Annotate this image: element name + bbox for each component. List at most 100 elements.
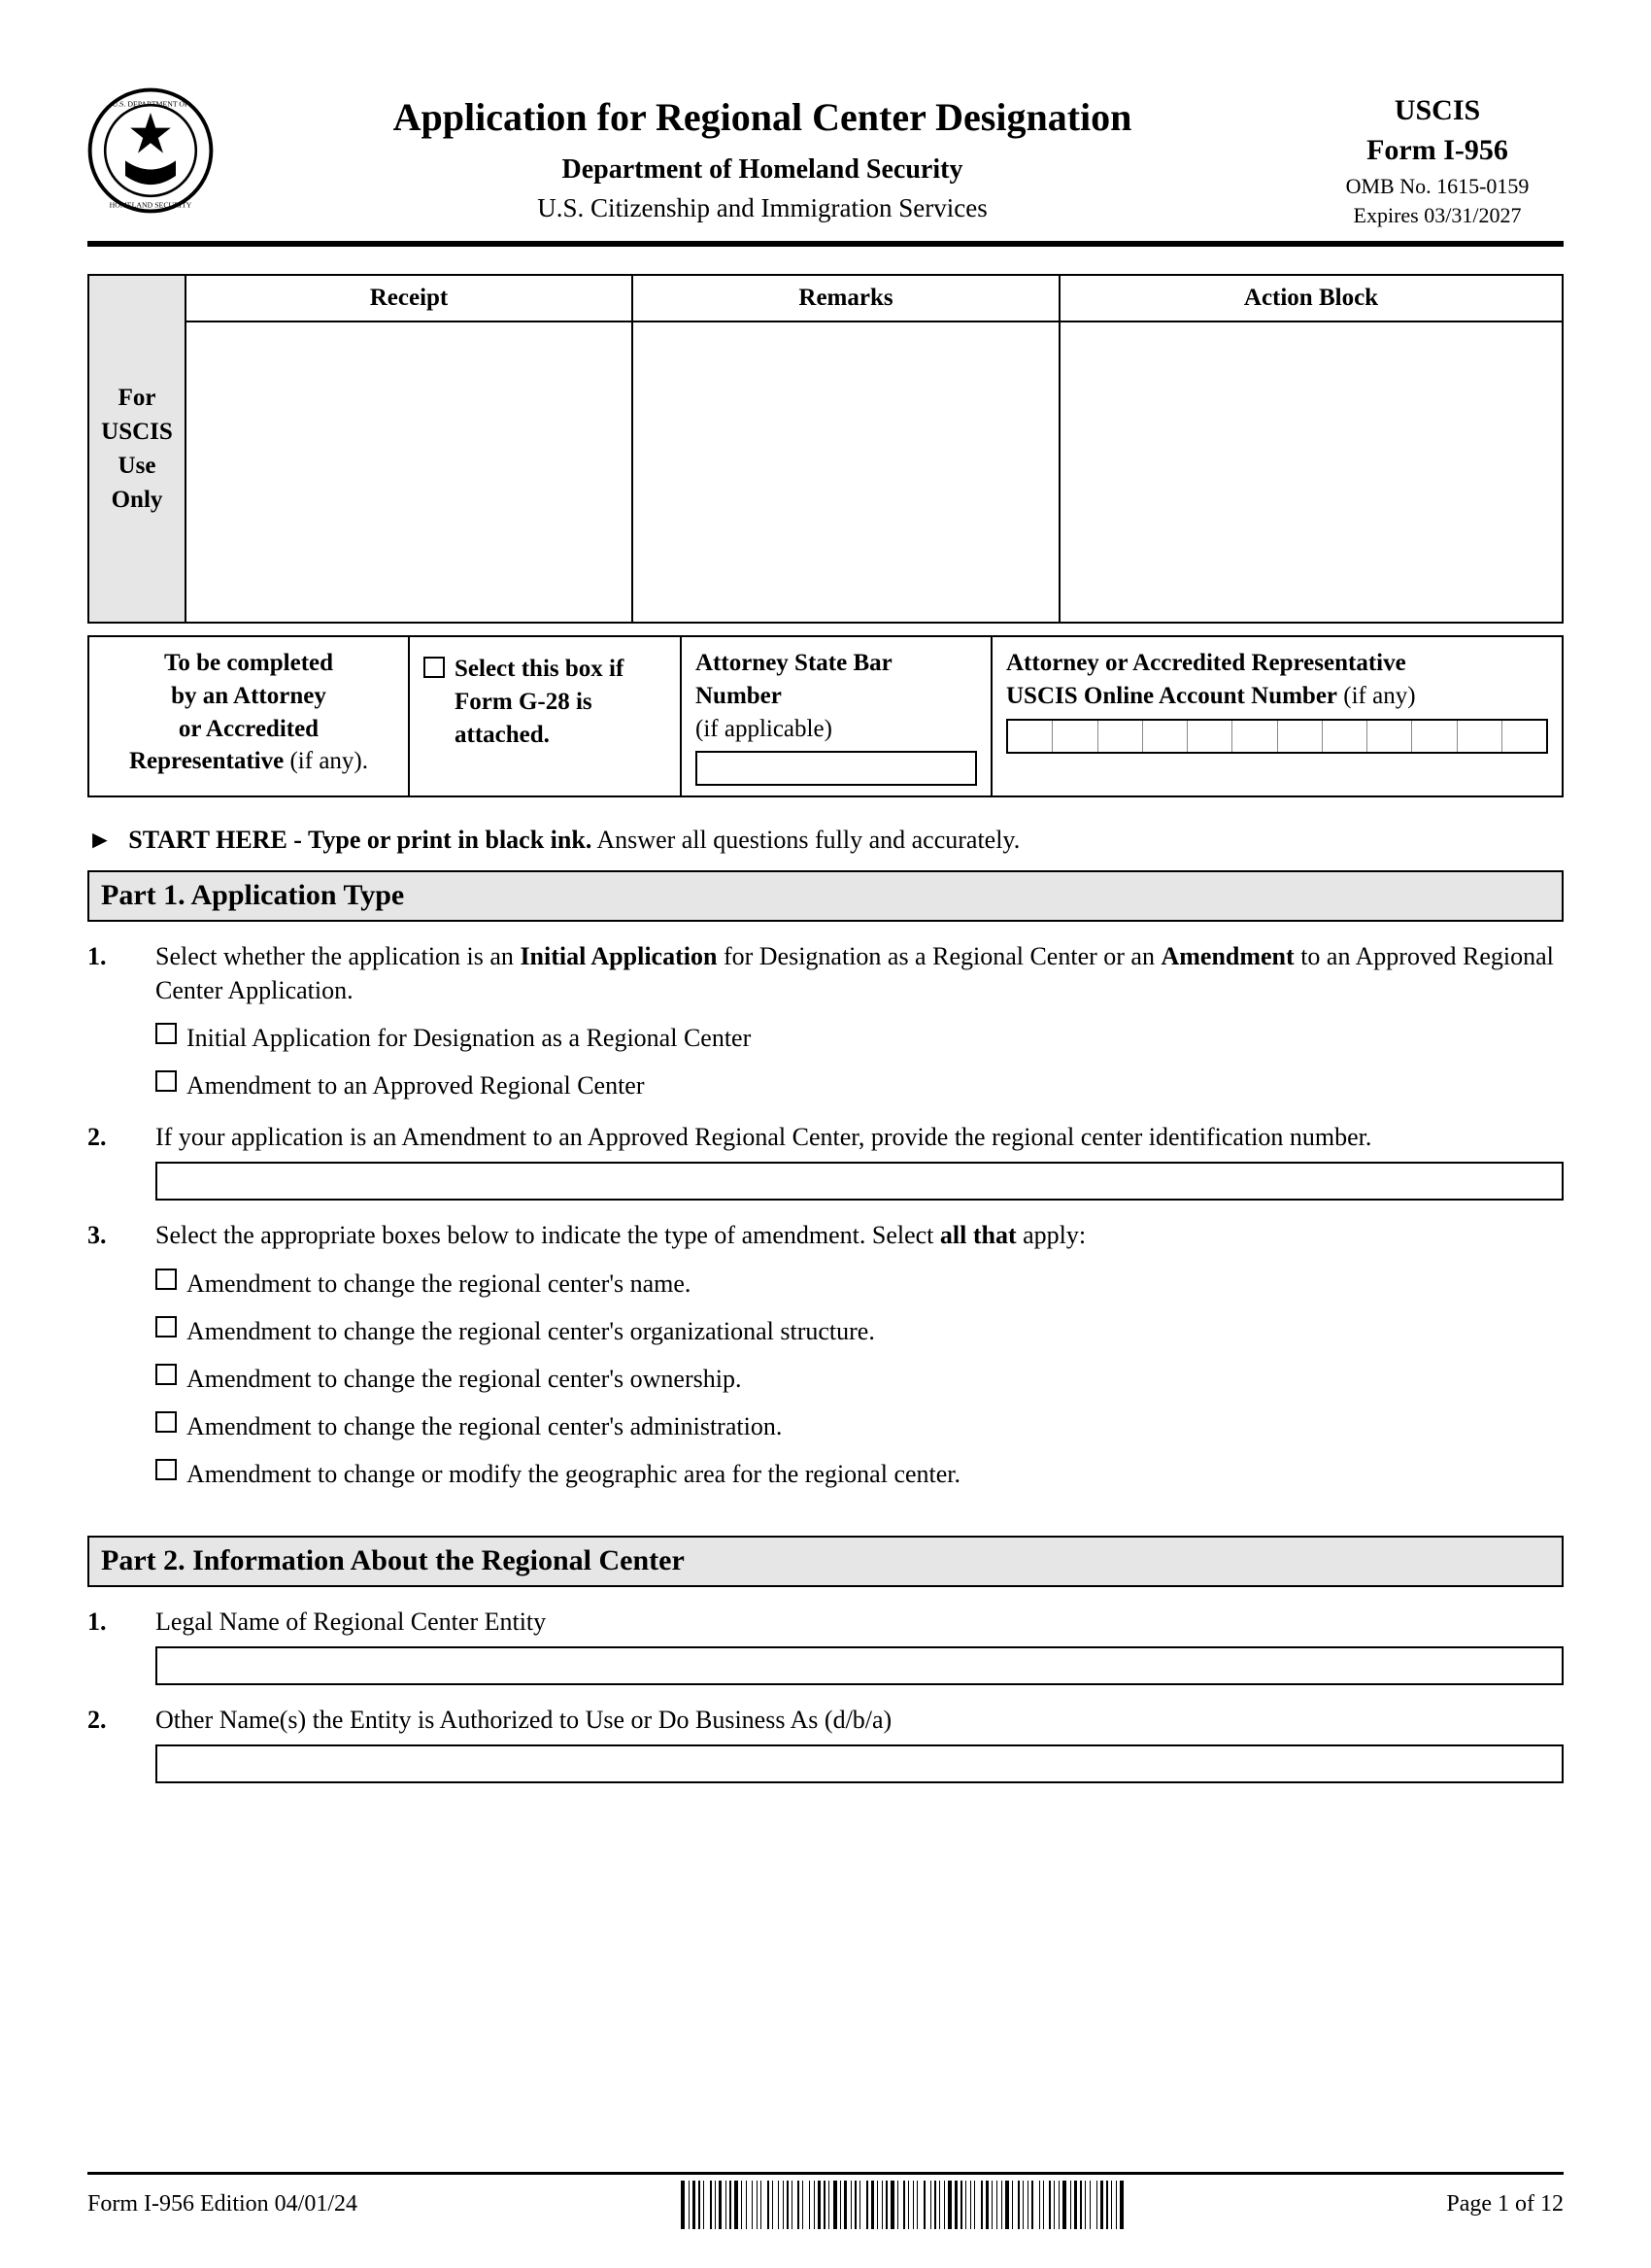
bar-number-label: Attorney State Bar Number	[695, 650, 892, 709]
attorney-text: by an Attorney	[171, 683, 326, 709]
dhs-seal-icon: U.S. DEPARTMENT OF HOMELAND SECURITY	[87, 87, 214, 214]
header-rule	[87, 241, 1564, 247]
part1-header: Part 1. Application Type	[87, 870, 1564, 922]
q1-bold: Initial Application	[520, 942, 717, 970]
q3-text: Select the appropriate boxes below to in…	[155, 1218, 1564, 1252]
part2-header: Part 2. Information About the Regional C…	[87, 1536, 1564, 1587]
account-number-input[interactable]	[1006, 719, 1548, 754]
g28-checkbox[interactable]	[423, 657, 445, 678]
q1-option-amendment: Amendment to an Approved Regional Center	[155, 1068, 1564, 1102]
page-header: U.S. DEPARTMENT OF HOMELAND SECURITY App…	[87, 87, 1564, 229]
svg-text:HOMELAND SECURITY: HOMELAND SECURITY	[110, 201, 192, 210]
q-number: 2.	[87, 1120, 155, 1201]
part1-q1: 1. Select whether the application is an …	[87, 939, 1564, 1102]
form-id-block: USCIS Form I-956 OMB No. 1615-0159 Expir…	[1311, 87, 1564, 229]
uscis-use-only-table: For USCIS Use Only Receipt Remarks Actio…	[87, 274, 1564, 624]
option-label: Amendment to change the regional center'…	[186, 1409, 782, 1443]
option-label: Amendment to an Approved Regional Center	[186, 1068, 645, 1102]
dept-name: Department of Homeland Security	[233, 152, 1292, 188]
attorney-text: To be completed	[164, 650, 333, 676]
attorney-bar-cell: Attorney State Bar Number (if applicable…	[682, 637, 993, 795]
title-block: Application for Regional Center Designat…	[233, 87, 1292, 225]
uscis-use-only-label: For USCIS Use Only	[88, 275, 185, 623]
q-number: 1.	[87, 939, 155, 1102]
attorney-account-cell: Attorney or Accredited Representative US…	[993, 637, 1562, 795]
page-footer: Form I-956 Edition 04/01/24 Page 1 of 12	[87, 2181, 1564, 2229]
q-number: 3.	[87, 1218, 155, 1491]
q-number: 2.	[87, 1703, 155, 1783]
q3-text-span: apply:	[1017, 1221, 1087, 1249]
uscis-label-line: For	[95, 381, 179, 415]
q3-bold: all that	[940, 1221, 1017, 1249]
part2-q1: 1. Legal Name of Regional Center Entity	[87, 1605, 1564, 1685]
action-block-cell[interactable]	[1060, 322, 1563, 623]
part2-q2: 2. Other Name(s) the Entity is Authorize…	[87, 1703, 1564, 1783]
g28-label: Form G-28 is	[455, 686, 623, 719]
checkbox-amendment-type-2[interactable]	[155, 1364, 177, 1385]
bar-number-sublabel: (if applicable)	[695, 713, 977, 746]
account-label: Attorney or Accredited Representative	[1006, 650, 1406, 676]
footer-page-number: Page 1 of 12	[1446, 2188, 1564, 2219]
form-number: Form I-956	[1311, 131, 1564, 171]
start-here-line: ► START HERE - Type or print in black in…	[87, 823, 1564, 857]
part1-q3: 3. Select the appropriate boxes below to…	[87, 1218, 1564, 1491]
attorney-text: (if any).	[284, 748, 368, 774]
option-label: Amendment to change the regional center'…	[186, 1362, 741, 1396]
checkbox-amendment-type-3[interactable]	[155, 1411, 177, 1433]
remarks-header: Remarks	[632, 275, 1060, 322]
checkbox-amendment[interactable]	[155, 1070, 177, 1092]
uscis-label-line: USCIS	[95, 415, 179, 449]
dba-name-input[interactable]	[155, 1744, 1564, 1783]
q1-text: Select whether the application is an Ini…	[155, 939, 1564, 1007]
action-block-header: Action Block	[1060, 275, 1563, 322]
checkbox-amendment-type-0[interactable]	[155, 1269, 177, 1290]
agency-name: U.S. Citizenship and Immigration Service…	[233, 190, 1292, 225]
q3-text-span: Select the appropriate boxes below to in…	[155, 1221, 940, 1249]
q1-option-initial: Initial Application for Designation as a…	[155, 1021, 1564, 1055]
start-here-bold: START HERE - Type or print in black ink.	[128, 826, 591, 854]
account-label-rest: (if any)	[1337, 683, 1416, 709]
q2-text: If your application is an Amendment to a…	[155, 1120, 1564, 1154]
barcode-icon	[681, 2181, 1124, 2229]
option-label: Initial Application for Designation as a…	[186, 1021, 751, 1055]
q1-bold: Amendment	[1161, 942, 1294, 970]
attorney-text: or Accredited	[179, 716, 319, 742]
legal-name-input[interactable]	[155, 1646, 1564, 1685]
q3-option: Amendment to change the regional center'…	[155, 1409, 1564, 1443]
expiry-date: Expires 03/31/2027	[1311, 201, 1564, 230]
q3-option: Amendment to change the regional center'…	[155, 1267, 1564, 1301]
attorney-section: To be completed by an Attorney or Accred…	[87, 635, 1564, 797]
q1-text-span: Select whether the application is an	[155, 942, 520, 970]
uscis-label-line: Only	[95, 483, 179, 517]
q3-option: Amendment to change the regional center'…	[155, 1314, 1564, 1348]
receipt-cell[interactable]	[185, 322, 632, 623]
bar-number-input[interactable]	[695, 751, 977, 786]
p2-q1-text: Legal Name of Regional Center Entity	[155, 1605, 1564, 1639]
q-number: 1.	[87, 1605, 155, 1685]
g28-label: attached.	[455, 719, 623, 752]
p2-q2-text: Other Name(s) the Entity is Authorized t…	[155, 1703, 1564, 1737]
svg-text:U.S. DEPARTMENT OF: U.S. DEPARTMENT OF	[113, 100, 189, 109]
option-label: Amendment to change the regional center'…	[186, 1267, 691, 1301]
uscis-label-line: Use	[95, 449, 179, 483]
attorney-text: Representative	[129, 748, 284, 774]
account-label-bold: USCIS Online Account Number	[1006, 683, 1337, 709]
attorney-completed-by: To be completed by an Attorney or Accred…	[89, 637, 410, 795]
regional-center-id-input[interactable]	[155, 1162, 1564, 1201]
part1-q2: 2. If your application is an Amendment t…	[87, 1120, 1564, 1201]
checkbox-amendment-type-1[interactable]	[155, 1316, 177, 1337]
omb-number: OMB No. 1615-0159	[1311, 172, 1564, 201]
start-here-rest: Answer all questions fully and accuratel…	[591, 826, 1020, 854]
g28-checkbox-cell: Select this box if Form G-28 is attached…	[410, 637, 682, 795]
option-label: Amendment to change or modify the geogra…	[186, 1457, 960, 1491]
checkbox-amendment-type-4[interactable]	[155, 1459, 177, 1480]
option-label: Amendment to change the regional center'…	[186, 1314, 875, 1348]
q3-option: Amendment to change the regional center'…	[155, 1362, 1564, 1396]
remarks-cell[interactable]	[632, 322, 1060, 623]
form-org: USCIS	[1311, 91, 1564, 131]
receipt-header: Receipt	[185, 275, 632, 322]
footer-rule	[87, 2172, 1564, 2175]
checkbox-initial-application[interactable]	[155, 1023, 177, 1044]
footer-form-edition: Form I-956 Edition 04/01/24	[87, 2188, 357, 2219]
g28-label: Select this box if	[455, 653, 623, 686]
